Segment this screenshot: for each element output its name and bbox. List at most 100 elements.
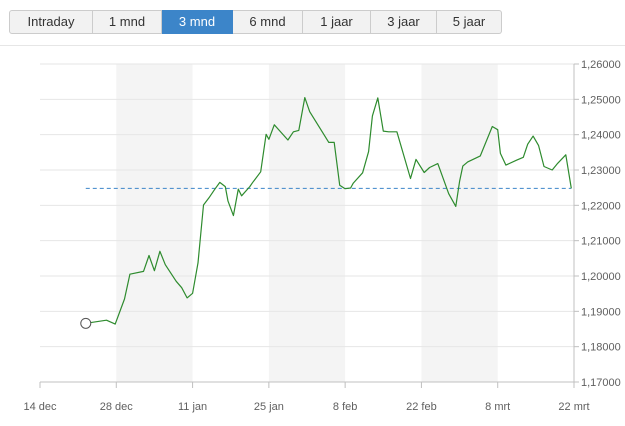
data-point [152, 269, 156, 273]
data-point [381, 129, 385, 133]
x-axis-labels: 14 dec 28 dec 11 jan 25 jan 8 feb 22 feb 8 mrt… [23, 401, 589, 413]
chart-band [268, 64, 346, 382]
x-tick-label: 11 jan [178, 401, 207, 413]
data-point [174, 279, 178, 283]
data-point [104, 318, 108, 322]
data-point [515, 158, 519, 162]
data-point [113, 322, 117, 326]
y-axis-labels: 1,26000 1,25000 1,24000 1,23000 1,22000 1,210… [581, 59, 621, 389]
chart-bands [116, 64, 498, 382]
data-point [466, 160, 470, 164]
series-line [85, 96, 572, 325]
data-point [207, 196, 211, 200]
data-point [303, 96, 307, 100]
data-point [436, 162, 440, 166]
data-point [128, 272, 132, 276]
y-tick-label: 1,20000 [581, 271, 621, 283]
data-point [542, 164, 546, 168]
tab-3-mnd[interactable]: 3 mnd [162, 10, 233, 34]
data-point [259, 170, 263, 174]
data-point [387, 130, 391, 134]
data-point [272, 123, 276, 127]
data-point [248, 185, 252, 189]
x-tick-label: 8 mrt [485, 401, 510, 413]
data-point [550, 168, 554, 172]
data-point [414, 157, 418, 161]
data-point [458, 179, 462, 183]
chart-gridlines [40, 63, 579, 383]
data-point [349, 186, 353, 190]
data-point [286, 138, 290, 142]
period-tabs: Intraday 1 mnd 3 mnd 6 mnd 1 jaar 3 jaar… [9, 10, 502, 34]
x-tick-label: 22 mrt [558, 401, 589, 413]
data-point [376, 96, 380, 100]
data-point [185, 296, 189, 300]
data-point [196, 261, 200, 265]
data-point [236, 187, 240, 191]
x-tick-label: 28 dec [100, 401, 134, 413]
tab-3-jaar[interactable]: 3 jaar [371, 10, 437, 34]
data-point [251, 181, 255, 185]
chart-band [116, 64, 193, 382]
data-point [332, 140, 336, 144]
data-point [496, 128, 500, 132]
data-point [240, 194, 244, 198]
data-point [201, 203, 205, 207]
data-point [361, 171, 365, 175]
data-point [395, 130, 399, 134]
tab-6-mnd[interactable]: 6 mnd [233, 10, 303, 34]
data-point [142, 269, 146, 273]
data-point [498, 151, 502, 155]
tab-1-jaar[interactable]: 1 jaar [303, 10, 371, 34]
data-point [218, 180, 222, 184]
tab-1-mnd[interactable]: 1 mnd [93, 10, 162, 34]
start-point-marker [80, 317, 92, 329]
data-point [231, 214, 235, 218]
data-point [409, 176, 413, 180]
y-tick-label: 1,17000 [581, 377, 621, 389]
data-point [461, 164, 465, 168]
data-point [526, 142, 530, 146]
data-point [338, 183, 342, 187]
data-point [267, 137, 271, 141]
y-tick-label: 1,22000 [581, 200, 621, 212]
data-point [291, 130, 295, 134]
data-point [223, 185, 227, 189]
tab-5-jaar[interactable]: 5 jaar [437, 10, 502, 34]
data-point [264, 132, 268, 136]
tab-intraday[interactable]: Intraday [9, 10, 93, 34]
y-tick-label: 1,24000 [581, 130, 621, 142]
x-tick-label: 22 feb [406, 401, 437, 413]
x-tick-label: 14 dec [23, 401, 57, 413]
data-point [122, 297, 126, 301]
data-point [422, 170, 426, 174]
y-tick-label: 1,21000 [581, 236, 621, 248]
data-point [226, 199, 230, 203]
header-divider [0, 45, 625, 46]
data-point [351, 181, 355, 185]
y-tick-label: 1,23000 [581, 165, 621, 177]
data-point [163, 263, 167, 267]
data-point [367, 150, 371, 154]
data-point [447, 192, 451, 196]
data-point [191, 291, 195, 295]
data-point [490, 125, 494, 129]
data-point [180, 286, 184, 290]
data-point [564, 153, 568, 157]
data-point [478, 154, 482, 158]
data-point [569, 186, 573, 190]
x-tick-label: 8 feb [333, 401, 357, 413]
data-point [343, 187, 347, 191]
chart-axes [39, 64, 575, 388]
chart-band [421, 64, 498, 382]
data-point [428, 166, 432, 170]
data-point [454, 204, 458, 208]
data-point [147, 254, 151, 258]
data-point [531, 134, 535, 138]
x-tick-label: 25 jan [254, 401, 284, 413]
data-point [212, 188, 216, 192]
data-point [521, 155, 525, 159]
y-tick-label: 1,26000 [581, 59, 621, 71]
y-tick-label: 1,25000 [581, 94, 621, 106]
